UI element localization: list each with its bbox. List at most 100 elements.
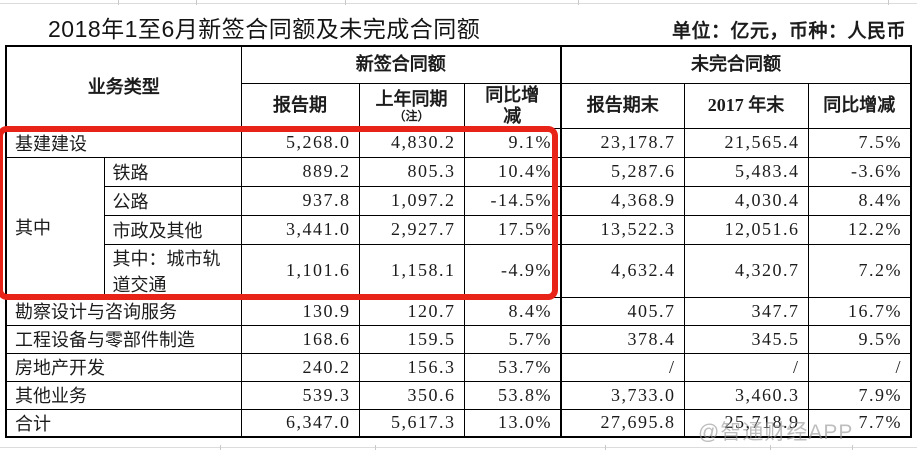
cell-bk-yoy: 7.2%: [807, 243, 912, 298]
cell-bk-yoy: -3.6%: [807, 156, 912, 187]
table-row-other-business: 其他业务 539.3 350.6 53.8% 3,733.0 3,460.3 7…: [5, 380, 912, 410]
cell-bk-prior: 345.5: [683, 324, 809, 354]
row-label: 铁路: [103, 156, 242, 187]
cell-new-prior: 159.5: [358, 324, 465, 354]
row-label: 其他业务: [5, 380, 242, 410]
table-row-railway: 其中 铁路 889.2 805.3 10.4% 5,287.6 5,483.4 …: [5, 156, 912, 298]
grid-remnant-tick: [345, 0, 346, 5]
page-title: 2018年1至6月新签合同额及未完成合同额: [48, 16, 481, 42]
table-row-equipment-parts-manufacturing: 工程设备与零部件制造 168.6 159.5 5.7% 378.4 345.5 …: [5, 324, 912, 354]
table-row-infrastructure: 基建建设 5,268.0 4,830.2 9.1% 23,178.7 21,56…: [5, 127, 912, 158]
cell-new-report: 539.3: [240, 380, 360, 410]
table-row-municipal-other: 市政及其他 3,441.0 2,927.7 17.5% 13,522.3 12,…: [6, 214, 912, 245]
row-label: 工程设备与零部件制造: [5, 324, 242, 354]
col-header-report-period: 报告期: [240, 82, 360, 129]
cell-new-prior: 350.6: [358, 380, 465, 410]
col-header-yoy-backlog: 同比增减: [807, 82, 912, 129]
row-label: 基建建设: [5, 127, 242, 158]
row-label: 其中：城市轨道交通: [103, 243, 242, 298]
cell-new-report: 889.2: [240, 156, 360, 187]
cell-new-prior: 2,927.7: [358, 214, 465, 245]
cell-bk-report: 5,287.6: [560, 156, 685, 187]
row-label: 房地产开发: [5, 352, 242, 382]
grid-remnant-tick: [196, 0, 197, 5]
cell-bk-yoy: 16.7%: [807, 296, 912, 326]
contracts-table: 业务类型 新签合同额 未完合同额 报告期 上年同期 （注） 同比增减 报告期末 …: [5, 45, 913, 438]
cell-bk-report: 4,368.9: [560, 185, 685, 216]
grid-remnant-tick: [852, 445, 853, 450]
cell-new-prior: 156.3: [358, 352, 465, 382]
table-row-survey-design-consulting: 勘察设计与咨询服务 130.9 120.7 8.4% 405.7 347.7 1…: [5, 296, 912, 326]
cell-bk-report: 13,522.3: [560, 214, 685, 245]
grid-remnant-tick: [888, 0, 889, 5]
table-row-highway: 公路 937.8 1,097.2 -14.5% 4,368.9 4,030.4 …: [6, 185, 912, 216]
grid-remnant-tick: [605, 445, 606, 450]
row-label: 合计: [5, 408, 242, 438]
cell-bk-prior: 3,460.3: [683, 380, 809, 410]
cell-new-prior: 5,617.3: [358, 408, 465, 438]
cell-new-yoy: -4.9%: [463, 243, 562, 298]
cell-new-prior: 805.3: [358, 156, 465, 187]
cell-bk-yoy: 8.4%: [807, 185, 912, 216]
unit-currency-note: 单位：亿元，币种：人民币: [671, 21, 906, 42]
col-header-yoy-new: 同比增减: [463, 82, 562, 129]
cell-bk-report: 3,733.0: [560, 380, 685, 410]
cell-bk-report: /: [560, 352, 685, 382]
grid-remnant-tick: [220, 445, 221, 450]
cell-bk-prior: 347.7: [683, 296, 809, 326]
row-label: 勘察设计与咨询服务: [5, 296, 242, 326]
grid-remnant-tick: [770, 445, 771, 450]
cell-new-report: 1,101.6: [240, 243, 360, 298]
cell-new-report: 168.6: [240, 324, 360, 354]
header-group-row: 业务类型 新签合同额 未完合同额: [5, 45, 912, 129]
cell-new-report: 937.8: [240, 185, 360, 216]
table-row-real-estate: 房地产开发 240.2 156.3 53.7% / / /: [5, 352, 912, 382]
col-header-prior-period: 上年同期 （注）: [358, 82, 465, 129]
cell-bk-yoy: 12.2%: [807, 214, 912, 245]
col-header-2017-year-end: 2017 年末: [683, 82, 809, 129]
cell-bk-yoy: 9.5%: [807, 324, 912, 354]
grid-remnant-tick: [375, 445, 376, 450]
cell-new-yoy: 13.0%: [463, 408, 562, 438]
cell-new-report: 240.2: [240, 352, 360, 382]
cell-new-prior: 1,158.1: [358, 243, 465, 298]
cell-new-yoy: 8.4%: [463, 296, 562, 326]
cell-bk-report: 23,178.7: [560, 127, 685, 158]
table-row-urban-rail-transit: 其中：城市轨道交通 1,101.6 1,158.1 -4.9% 4,632.4 …: [6, 243, 912, 298]
watermark-text: @智通财经APP: [698, 421, 854, 444]
cell-new-report: 5,268.0: [240, 127, 360, 158]
cell-new-report: 6,347.0: [240, 408, 360, 438]
cell-bk-report: 378.4: [560, 324, 685, 354]
cell-new-prior: 4,830.2: [358, 127, 465, 158]
cell-new-yoy: 9.1%: [463, 127, 562, 158]
grid-remnant-bottom-line: [0, 447, 917, 448]
cell-new-prior: 1,097.2: [358, 185, 465, 216]
cell-new-report: 130.9: [240, 296, 360, 326]
cell-bk-yoy: 7.5%: [807, 127, 912, 158]
col-group-new-contracts: 新签合同额: [240, 45, 562, 84]
cell-bk-prior: 4,320.7: [683, 243, 809, 298]
cell-bk-report: 4,632.4: [560, 243, 685, 298]
cell-bk-prior: 4,030.4: [683, 185, 809, 216]
cell-bk-prior: 12,051.6: [683, 214, 809, 245]
cell-new-yoy: 53.8%: [463, 380, 562, 410]
col-group-backlog-contracts: 未完合同额: [560, 45, 912, 84]
col-header-prior-period-main: 上年同期: [375, 88, 448, 109]
table-row-total: 合计 6,347.0 5,617.3 13.0% 27,695.8 25,718…: [5, 408, 912, 438]
grid-remnant-tick: [578, 0, 579, 5]
cell-new-yoy: 5.7%: [463, 324, 562, 354]
grid-remnant-tick: [118, 0, 119, 5]
cell-bk-yoy: 7.9%: [807, 380, 912, 410]
cell-new-yoy: -14.5%: [463, 185, 562, 216]
cell-bk-report: 405.7: [560, 296, 685, 326]
cell-new-yoy: 10.4%: [463, 156, 562, 187]
cell-new-yoy: 17.5%: [463, 214, 562, 245]
row-label: 公路: [103, 185, 242, 216]
cell-bk-prior: 21,565.4: [683, 127, 809, 158]
cell-bk-prior: 25,718.9: [683, 408, 809, 438]
col-header-business-type: 业务类型: [5, 45, 242, 129]
grid-remnant-top-line: [0, 3, 917, 4]
col-header-report-period-end: 报告期末: [560, 82, 685, 129]
cell-bk-prior: 5,483.4: [683, 156, 809, 187]
